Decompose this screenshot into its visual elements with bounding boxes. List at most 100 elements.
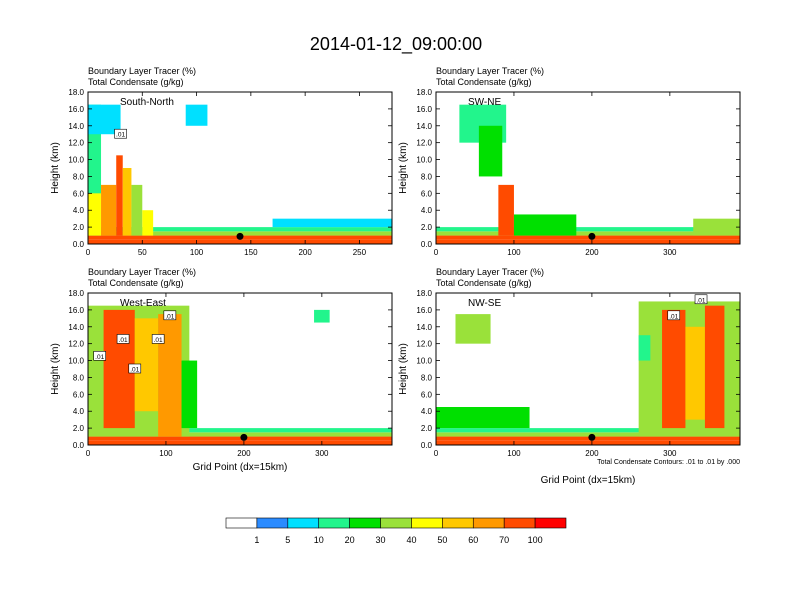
tracer-region bbox=[101, 184, 117, 236]
y-tick-label: 18.0 bbox=[68, 289, 84, 298]
section-name: NW-SE bbox=[468, 298, 501, 309]
contour-label: .01 bbox=[669, 313, 678, 320]
contour-label-box bbox=[116, 334, 130, 344]
contour-label: .01 bbox=[165, 313, 174, 320]
contour-label-box bbox=[93, 351, 106, 361]
y-tick-label: 10.0 bbox=[416, 156, 432, 165]
tracer-region bbox=[662, 309, 686, 429]
tracer-field: .01 .01 bbox=[436, 294, 740, 445]
colorbar-label: 70 bbox=[499, 535, 509, 545]
contour-note: Total Condensate Contours: .01 to .01 by… bbox=[597, 459, 740, 466]
x-axis-label: Grid Point (dx=15km) bbox=[193, 462, 288, 473]
y-tick-label: 4.0 bbox=[421, 206, 433, 215]
y-tick-label: 6.0 bbox=[421, 189, 433, 198]
x-tick-label: 200 bbox=[237, 449, 251, 458]
tracer-region bbox=[436, 227, 740, 232]
colorbar-swatch bbox=[472, 517, 505, 529]
plot-frame bbox=[435, 91, 741, 245]
x-tick-label: 0 bbox=[434, 248, 439, 257]
panel-nw-se: Boundary Layer Tracer (%) Total Condensat… bbox=[398, 267, 741, 486]
colorbar-label: 50 bbox=[437, 535, 447, 545]
tracer-region bbox=[436, 407, 530, 429]
panel-label-condensate: Total Condensate (g/kg) bbox=[88, 77, 184, 87]
contour-label: .01 bbox=[154, 337, 163, 344]
plot-frame bbox=[87, 292, 393, 446]
x-tick-label: 100 bbox=[507, 449, 521, 458]
tracer-region bbox=[88, 239, 392, 244]
panel-south-north: Boundary Layer Tracer (%)Total Condensat… bbox=[50, 66, 393, 257]
x-tick-label: 250 bbox=[353, 248, 367, 257]
panel-label-tracer: Boundary Layer Tracer (%) bbox=[88, 66, 196, 76]
tracer-region bbox=[88, 432, 392, 437]
y-axis-label: Height (km) bbox=[398, 343, 409, 395]
contour-label: .01 bbox=[95, 354, 104, 361]
y-tick-label: 0.0 bbox=[421, 240, 433, 249]
tracer-region bbox=[88, 428, 392, 433]
x-tick-label: 200 bbox=[585, 248, 599, 257]
tracer-region bbox=[455, 314, 491, 344]
y-tick-label: 12.0 bbox=[416, 340, 432, 349]
panel-label-condensate: Total Condensate (g/kg) bbox=[436, 77, 532, 87]
y-tick-label: 16.0 bbox=[416, 105, 432, 114]
y-axis-label: Height (km) bbox=[50, 142, 61, 194]
colorbar-label: 5 bbox=[285, 535, 290, 545]
x-tick-label: 300 bbox=[663, 449, 677, 458]
tracer-region bbox=[181, 360, 198, 429]
y-tick-label: 4.0 bbox=[421, 407, 433, 416]
colorbar-swatch bbox=[411, 517, 443, 529]
tracer-region bbox=[88, 440, 392, 445]
y-tick-label: 0.0 bbox=[73, 240, 85, 249]
x-tick-label: 300 bbox=[663, 248, 677, 257]
x-tick-label: 100 bbox=[507, 248, 521, 257]
panels: Boundary Layer Tracer (%)Total Condensat… bbox=[50, 66, 741, 486]
y-axis-label: Height (km) bbox=[398, 142, 409, 194]
colorbar-label: 1 bbox=[254, 535, 259, 545]
y-tick-label: 14.0 bbox=[68, 323, 84, 332]
contour-label: .01 bbox=[116, 132, 125, 139]
panel-west-east: Boundary Layer Tracer (%)Total Condensat… bbox=[50, 267, 393, 473]
x-axis-label: Grid Point (dx=15km) bbox=[541, 475, 636, 486]
tracer-field: .01 bbox=[88, 104, 392, 244]
tracer-field: .01 .01 .01 .01 .01 bbox=[88, 305, 392, 445]
colorbar-swatch bbox=[380, 517, 412, 529]
colorbar-label: 10 bbox=[314, 535, 324, 545]
tracer-region bbox=[88, 227, 392, 232]
section-name: SW-NE bbox=[468, 97, 501, 108]
x-tick-label: 200 bbox=[298, 248, 312, 257]
tracer-region bbox=[693, 218, 740, 236]
panel-label-tracer: Boundary Layer Tracer (%) bbox=[436, 66, 544, 76]
contour-label: .01 bbox=[697, 297, 706, 304]
tracer-region bbox=[436, 440, 740, 445]
x-tick-label: 0 bbox=[86, 449, 91, 458]
x-tick-label: 0 bbox=[434, 449, 439, 458]
y-tick-label: 6.0 bbox=[421, 390, 433, 399]
tracer-region bbox=[436, 239, 740, 244]
colorbar-label: 20 bbox=[345, 535, 355, 545]
y-tick-label: 8.0 bbox=[73, 373, 85, 382]
contour-label-box bbox=[114, 128, 127, 139]
location-marker bbox=[240, 433, 248, 441]
y-tick-label: 8.0 bbox=[421, 373, 433, 382]
tracer-region bbox=[185, 104, 208, 126]
panel-label-condensate: Total Condensate (g/kg) bbox=[88, 278, 184, 288]
section-name: West-East bbox=[120, 298, 166, 309]
tracer-region bbox=[88, 193, 102, 236]
y-tick-label: 4.0 bbox=[73, 407, 85, 416]
y-tick-label: 2.0 bbox=[73, 223, 85, 232]
location-marker bbox=[588, 232, 596, 240]
y-tick-label: 12.0 bbox=[68, 340, 84, 349]
figure-title: 2014-01-12_09:00:00 bbox=[310, 34, 482, 55]
x-tick-label: 100 bbox=[159, 449, 173, 458]
plot-frame bbox=[87, 91, 393, 245]
contour-label-box bbox=[151, 334, 165, 344]
panel-label-tracer: Boundary Layer Tracer (%) bbox=[436, 267, 544, 277]
y-tick-label: 10.0 bbox=[68, 357, 84, 366]
colorbar-label: 40 bbox=[406, 535, 416, 545]
tracer-field bbox=[436, 104, 740, 244]
y-tick-label: 6.0 bbox=[73, 189, 85, 198]
tracer-region bbox=[131, 184, 143, 236]
tracer-region bbox=[158, 314, 182, 437]
tracer-region bbox=[436, 428, 740, 433]
y-axis-label: Height (km) bbox=[50, 343, 61, 395]
